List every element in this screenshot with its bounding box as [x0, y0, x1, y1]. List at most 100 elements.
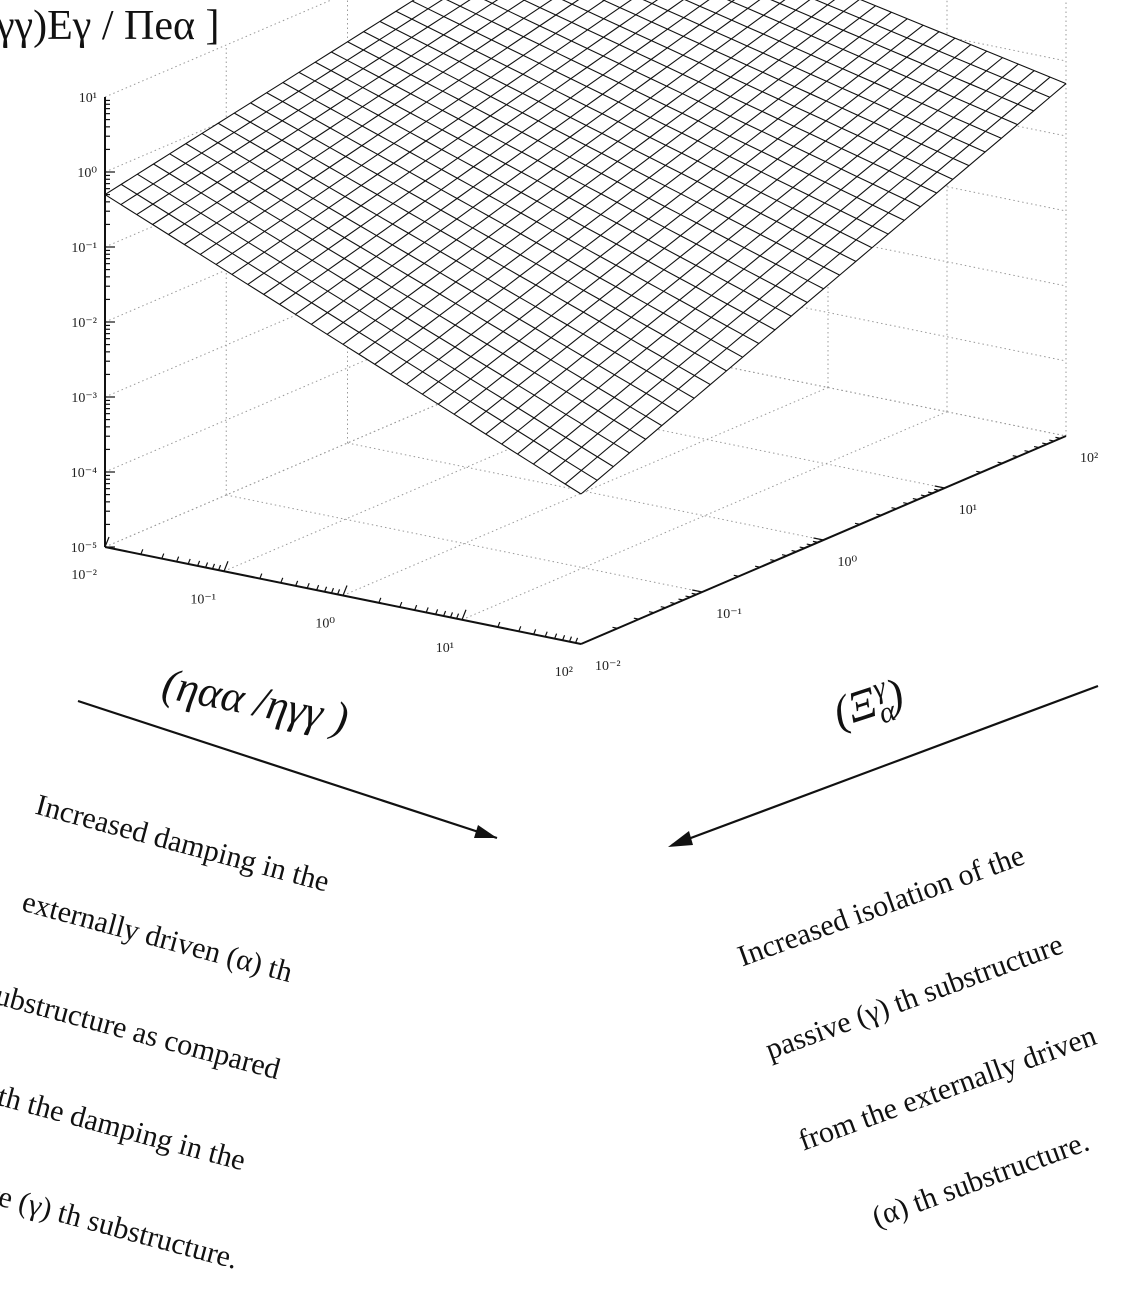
axis-tick	[648, 611, 655, 614]
axis-tick	[813, 537, 824, 541]
y-tick-label: 10¹	[959, 503, 977, 518]
axis-tick	[399, 601, 403, 608]
mesh-line	[601, 0, 970, 167]
mesh-line	[282, 82, 760, 344]
axis-tick	[770, 559, 776, 562]
mesh-line	[561, 0, 954, 180]
axis-tick	[223, 561, 229, 572]
mesh-line	[379, 20, 857, 262]
axis-tick	[518, 626, 522, 632]
left-annotation-line: Increased damping in the	[32, 788, 333, 899]
axis-tick	[425, 607, 429, 613]
left-arrowhead	[474, 825, 497, 838]
left-annotation-line: with the damping in the	[0, 1071, 249, 1178]
axis-tick	[733, 574, 739, 577]
z-tick-label: 10⁻¹	[71, 241, 97, 256]
mesh-line	[446, 0, 905, 221]
axis-tick	[934, 488, 940, 491]
mesh-line	[642, 0, 986, 153]
mesh-line	[234, 112, 711, 386]
axis-tick	[197, 560, 201, 567]
mesh-line	[483, 0, 921, 208]
axis-tick	[912, 497, 918, 501]
axis-tick	[342, 585, 348, 596]
axis-tick	[791, 549, 797, 553]
axis-tick	[449, 612, 454, 618]
right-arrow-line	[671, 684, 1099, 847]
mesh-line	[363, 31, 840, 276]
axis-tick	[324, 586, 328, 592]
axis-tick	[378, 597, 382, 604]
mesh-line	[104, 194, 582, 495]
mesh-line	[522, 0, 937, 194]
direction-arrows	[77, 684, 1099, 847]
axis-tick	[876, 513, 882, 516]
axis-tick	[140, 549, 144, 555]
left-annotation-line: externally driven (α) th	[18, 885, 296, 989]
axis-tick	[903, 502, 909, 505]
axis-tick	[670, 601, 676, 605]
axis-tick	[612, 626, 618, 629]
axis-tick	[633, 617, 639, 620]
axis-tick	[259, 573, 263, 579]
axis-tick	[435, 609, 439, 615]
axis-tick	[685, 595, 691, 598]
axis-tick	[678, 598, 684, 601]
mesh-line	[120, 183, 598, 481]
mesh-line	[860, 0, 1067, 85]
left-annotation-line: substructure as compared	[0, 975, 284, 1087]
axis-tick	[1049, 439, 1055, 442]
axis-tick	[187, 558, 191, 565]
y-tick-label: 10⁰	[838, 555, 858, 570]
mesh-line	[314, 61, 792, 317]
mesh-line	[331, 51, 808, 303]
mesh-line	[298, 71, 776, 331]
y-tick-label: 10⁻²	[595, 659, 621, 674]
tick-labels: 10⁻⁵ 10⁻⁴ 10⁻³ 10⁻² 10⁻¹ 10⁰ 10¹ 10⁻² 10⁻¹ 10⁰ 10¹…	[71, 91, 1098, 680]
mesh-line	[201, 132, 679, 413]
axis-tick	[568, 636, 573, 642]
axis-tick	[691, 592, 697, 595]
axis-tick	[455, 613, 460, 619]
z-tick-label: 10⁻²	[71, 316, 97, 331]
axis-tick	[533, 629, 537, 635]
axis-tick	[1024, 450, 1030, 453]
x-tick-label: 10⁻¹	[190, 592, 216, 607]
axis-tick	[692, 589, 703, 593]
axis-tick	[554, 633, 558, 639]
axis-tick	[544, 631, 548, 637]
axis-tick	[574, 637, 579, 644]
mesh-line	[153, 163, 630, 454]
right-arrowhead	[668, 831, 693, 847]
axis-tick	[1012, 455, 1018, 458]
axis-tick	[754, 565, 761, 568]
surface-mesh	[104, 0, 1067, 495]
axis-tick	[295, 580, 299, 587]
x-tick-label: 10⁻²	[71, 568, 97, 583]
axis-tick	[217, 564, 222, 571]
mesh-line	[217, 122, 695, 399]
mesh-line	[395, 10, 873, 249]
mesh-line	[185, 143, 663, 427]
axis-tick	[854, 522, 861, 525]
axis-tick	[306, 582, 310, 589]
axis-tick	[1042, 442, 1048, 445]
axis-tick	[799, 546, 805, 549]
axis-tick	[1033, 445, 1040, 449]
x-tick-label: 10⁰	[315, 617, 335, 632]
axis-tick	[812, 540, 819, 543]
z-tick-label: 10⁻³	[71, 391, 97, 406]
axis-tick	[414, 604, 418, 611]
axis-tick	[781, 554, 788, 557]
z-tick-label: 10⁻⁴	[71, 466, 97, 481]
mesh-line	[137, 173, 614, 468]
plot-axes	[104, 97, 1067, 645]
axis-tick	[161, 553, 165, 559]
axis-tick	[104, 536, 110, 548]
mesh-line	[250, 102, 727, 372]
axis-tick	[1055, 436, 1061, 439]
mesh-line	[169, 153, 646, 440]
mesh-line	[684, 0, 1002, 139]
axis-tick	[927, 491, 934, 494]
axis-tick	[330, 587, 335, 594]
